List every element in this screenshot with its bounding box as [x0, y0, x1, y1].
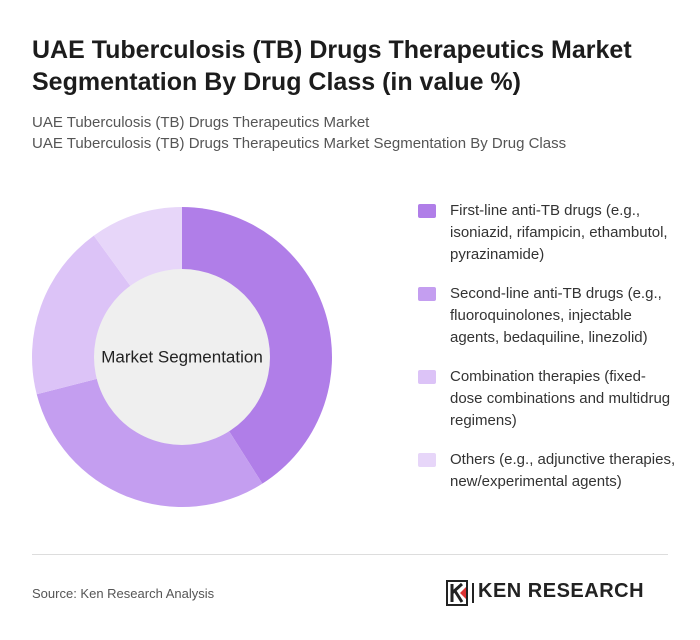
source: Source: Ken Research Analysis: [32, 586, 215, 601]
legend-label: First-line anti-TB drugs (e.g., isoniazi…: [450, 202, 668, 263]
logo-icon: [446, 580, 474, 606]
legend-label: Second-line anti-TB drugs (e.g., fluoroq…: [450, 285, 662, 346]
legend-label: Others (e.g., adjunctive therapies, new/…: [450, 451, 676, 490]
chart-title: UAE Tuberculosis (TB) Drugs Therapeutics…: [32, 36, 632, 96]
divider: [32, 554, 668, 555]
subtitle: UAE Tuberculosis (TB) Drugs Therapeutics…: [32, 135, 567, 152]
donut-chart: Market Segmentation: [31, 207, 333, 507]
legend-swatch: [418, 370, 436, 384]
legend-item: Second-line anti-TB drugs (e.g., fluoroq…: [418, 283, 678, 349]
legend-item: First-line anti-TB drugs (e.g., isoniazi…: [418, 200, 678, 266]
legend-swatch: [418, 287, 436, 301]
legend-label: Combination therapies (fixed-dose combin…: [450, 368, 671, 429]
donut-hole: [94, 269, 270, 445]
legend-swatch: [418, 204, 436, 218]
legend-item: Combination therapies (fixed-dose combin…: [418, 366, 678, 432]
subtitle: UAE Tuberculosis (TB) Drugs Therapeutics…: [32, 114, 370, 131]
center-label: Market Segmentation: [101, 347, 263, 366]
legend-item: Others (e.g., adjunctive therapies, new/…: [418, 449, 678, 493]
legend-swatch: [418, 453, 436, 467]
legend: First-line anti-TB drugs (e.g., isoniazi…: [418, 200, 678, 510]
logo-text: KEN RESEARCH: [478, 580, 645, 602]
